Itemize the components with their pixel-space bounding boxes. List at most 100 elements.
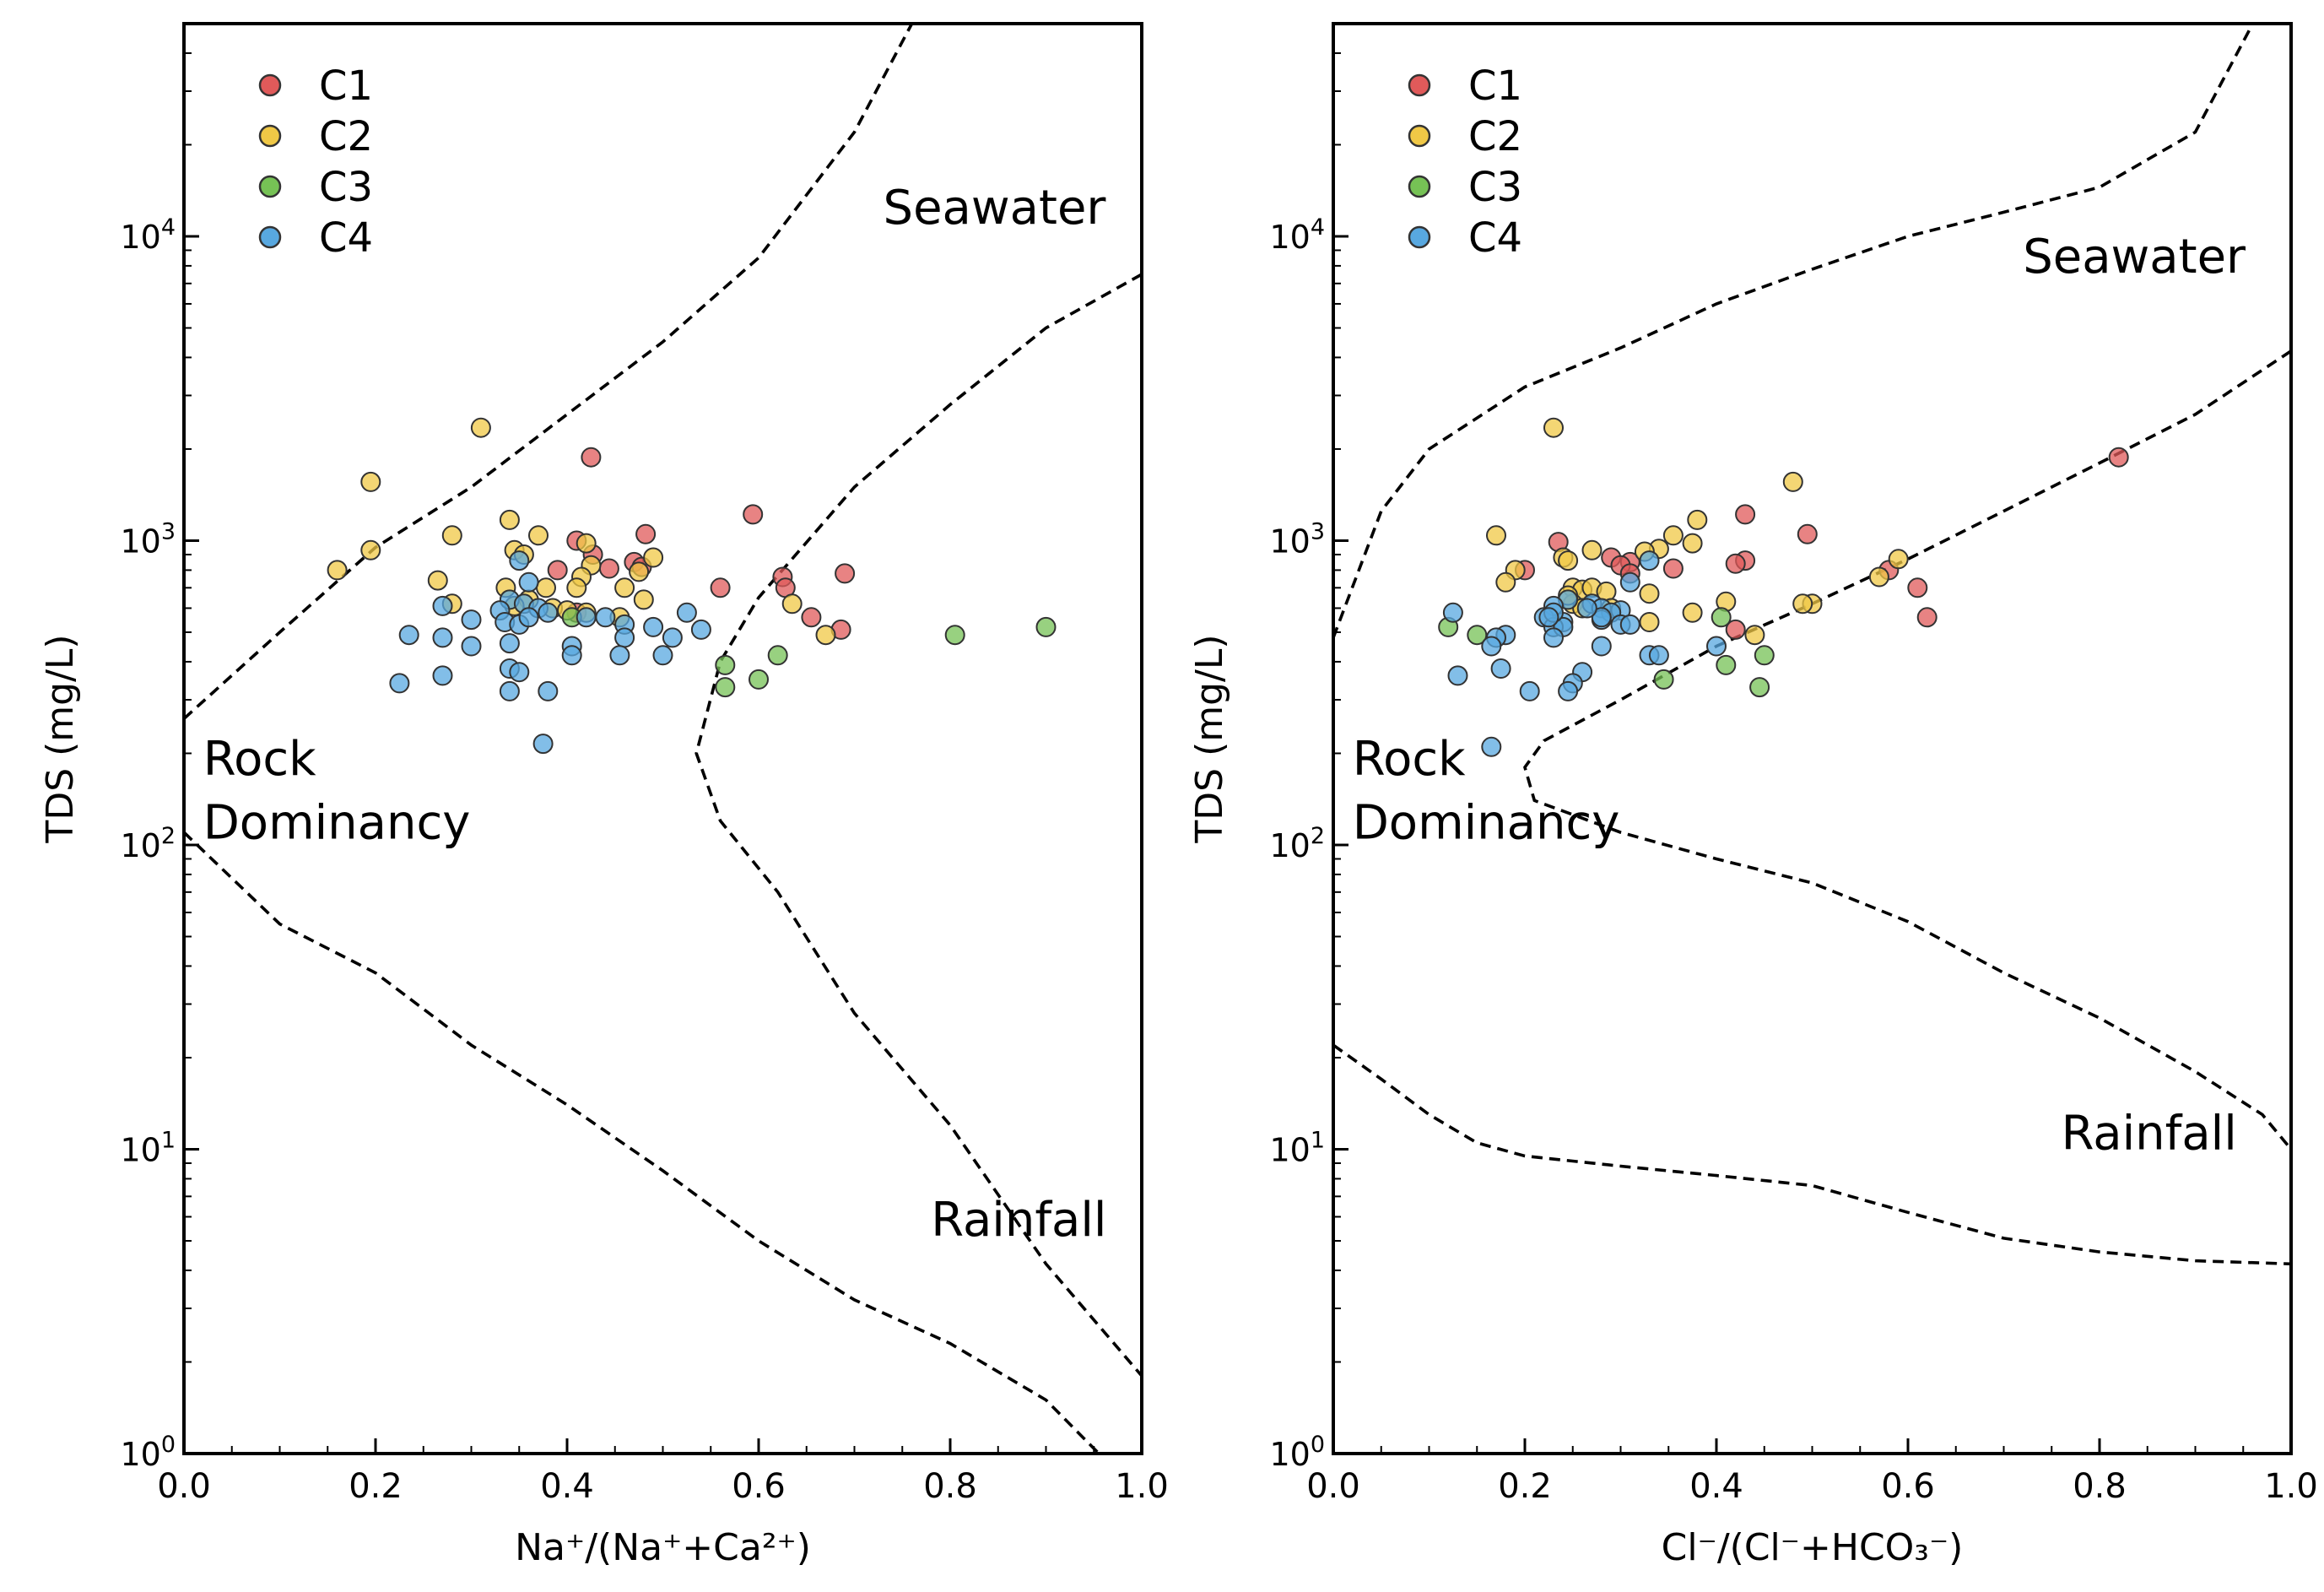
panel-2-point-c2 — [1888, 549, 1909, 570]
panel-2-ytick-label: 100 — [1269, 1432, 1325, 1473]
panel-1-point-c4 — [432, 665, 453, 686]
panel-2-xtick-label: 0.6 — [1881, 1467, 1935, 1506]
panel-2-right-envelope-curve — [1523, 349, 2291, 1151]
panel-2-ytick-base: 10 — [1269, 1131, 1310, 1168]
panel-1-annotation-rock: Rock — [203, 732, 316, 787]
panel-1-point-c4 — [509, 550, 530, 571]
panel-1-xtick-label: 0.0 — [157, 1467, 211, 1506]
panel-2-legend-marker-c4 — [1408, 225, 1431, 249]
panel-2-point-c1 — [1725, 619, 1746, 640]
panel-1-ytick-base: 10 — [120, 1131, 160, 1168]
panel-1-ytick-base: 10 — [120, 523, 160, 560]
panel-2-point-c1 — [2108, 447, 2129, 468]
panel-2-xtick-label: 0.2 — [1498, 1467, 1552, 1506]
panel-2-curves — [1333, 24, 2291, 1266]
panel-1-point-c2 — [360, 471, 381, 492]
panel-1-point-c4 — [509, 662, 530, 683]
panel-1-point-c2 — [633, 589, 654, 610]
panel-2-point-c4 — [1481, 636, 1502, 657]
panel-2-annotation-dominancy: Dominancy — [1353, 795, 1620, 850]
panel-1-ytick-label: 104 — [120, 214, 176, 256]
panel-1-point-c4 — [499, 680, 520, 701]
panel-1-point-c1 — [547, 560, 568, 581]
panel-2-ytick-label: 101 — [1269, 1127, 1325, 1168]
panel-1-point-c4 — [461, 636, 482, 657]
panel-1-point-c2 — [470, 417, 491, 438]
panel-2-point-c2 — [1687, 509, 1708, 530]
panel-2-legend-marker-c2 — [1408, 124, 1431, 148]
panel-1-legend-marker-c2 — [258, 124, 282, 148]
panel-1-point-c2 — [643, 547, 664, 568]
panel-1-point-c4 — [652, 645, 673, 666]
panel-2-point-c2 — [1639, 583, 1660, 604]
panel-1-ytick-exp: 2 — [161, 823, 176, 849]
panel-1-point-c3 — [715, 677, 736, 698]
panel-1-point-c2 — [441, 525, 462, 546]
panel-1-upper-envelope-curve — [184, 24, 914, 720]
panel-2-ytick-base: 10 — [1269, 219, 1310, 256]
panel-2-point-c2 — [1495, 571, 1516, 593]
panel-1-annotation-seawater: Seawater — [884, 181, 1107, 236]
panel-1-point-c2 — [528, 525, 549, 546]
panel-2-legend-label-c3: C3 — [1468, 164, 1522, 211]
panel-1-point-c3 — [749, 669, 769, 690]
panel-1-point-c1 — [835, 563, 856, 584]
panel-2-point-c4 — [1648, 645, 1669, 666]
panel-1-ytick-exp: 0 — [161, 1432, 176, 1458]
panel-1-ytick-label: 103 — [120, 518, 176, 560]
panel-2-point-c3 — [1653, 669, 1674, 690]
panel-2-point-c3 — [1754, 645, 1775, 666]
panel-1-point-c2 — [576, 533, 597, 554]
panel-1-series-c4 — [389, 550, 711, 755]
panel-2-point-c2 — [1868, 566, 1889, 588]
panel-1-y-axis-label: TDS (mg/L) — [39, 634, 82, 843]
panel-2-point-c4 — [1519, 680, 1540, 701]
panel-2-point-c2 — [1639, 612, 1660, 632]
panel-1-point-c4 — [461, 609, 482, 631]
panel-1-x-axis-label: Na⁺/(Na⁺+Ca²⁺) — [515, 1526, 811, 1569]
panel-1-point-c4 — [389, 673, 410, 694]
panel-1-right-envelope-curve — [694, 273, 1142, 1378]
panel-1-ytick-label: 100 — [120, 1432, 176, 1473]
panel-2-point-c4 — [1558, 680, 1579, 701]
panel-1-point-c4 — [643, 616, 664, 637]
panel-1-series-c3 — [561, 607, 1057, 698]
panel-1-point-c1 — [743, 504, 764, 525]
panel-2-ytick-exp: 0 — [1311, 1432, 1325, 1458]
panel-2-xtick-label: 0.8 — [2073, 1467, 2127, 1506]
panel-1-ytick-base: 10 — [120, 219, 160, 256]
panel-1-point-c3 — [715, 654, 736, 675]
panel-1-ytick-label: 102 — [120, 823, 176, 864]
panel-1-legend-marker-c1 — [258, 73, 282, 97]
panel-1-point-c2 — [614, 577, 635, 598]
panel-1-point-c2 — [327, 560, 348, 581]
panel-1-point-c4 — [609, 645, 630, 666]
panel-2-ytick-exp: 2 — [1311, 823, 1325, 849]
panel-1-legend-marker-c3 — [258, 175, 282, 198]
panel-1-point-c2 — [499, 509, 520, 530]
panel-1-xtick-label: 1.0 — [1115, 1467, 1169, 1506]
panel-2-legend-label-c4: C4 — [1468, 214, 1522, 262]
panel-1-legend-label-c4: C4 — [319, 214, 373, 262]
panel-2-point-c4 — [1576, 598, 1597, 619]
panel-2-y-axis-label: TDS (mg/L) — [1188, 634, 1231, 843]
panel-2-ytick-base: 10 — [1269, 1436, 1310, 1473]
panel-2-chart: 0.0 0.2 0.4 0.6 0.8 1.0100101102103104Cl⁻/(Cl… — [1188, 22, 2318, 1569]
panel-1-xtick-label: 0.2 — [349, 1467, 403, 1506]
panel-1-legend-label-c1: C1 — [319, 62, 373, 110]
panel-1-annotation-dominancy: Dominancy — [203, 795, 471, 850]
panel-1-point-c1 — [710, 577, 731, 598]
panel-1-point-c2 — [427, 570, 448, 591]
panel-2-point-c3 — [1749, 677, 1770, 698]
panel-1-point-c4 — [518, 571, 539, 593]
panel-2-ytick-exp: 3 — [1311, 518, 1325, 544]
panel-2-upper-envelope-curve — [1333, 24, 2255, 639]
panel-2-ytick-base: 10 — [1269, 523, 1310, 560]
panel-1-point-c2 — [629, 561, 650, 582]
panel-2-lower-envelope-curve — [1333, 1043, 2291, 1266]
panel-1-point-c4 — [662, 627, 683, 648]
panel-1-point-c4 — [576, 607, 597, 628]
panel-2-point-c4 — [1538, 607, 1559, 628]
panel-1-xtick-label: 0.6 — [732, 1467, 786, 1506]
